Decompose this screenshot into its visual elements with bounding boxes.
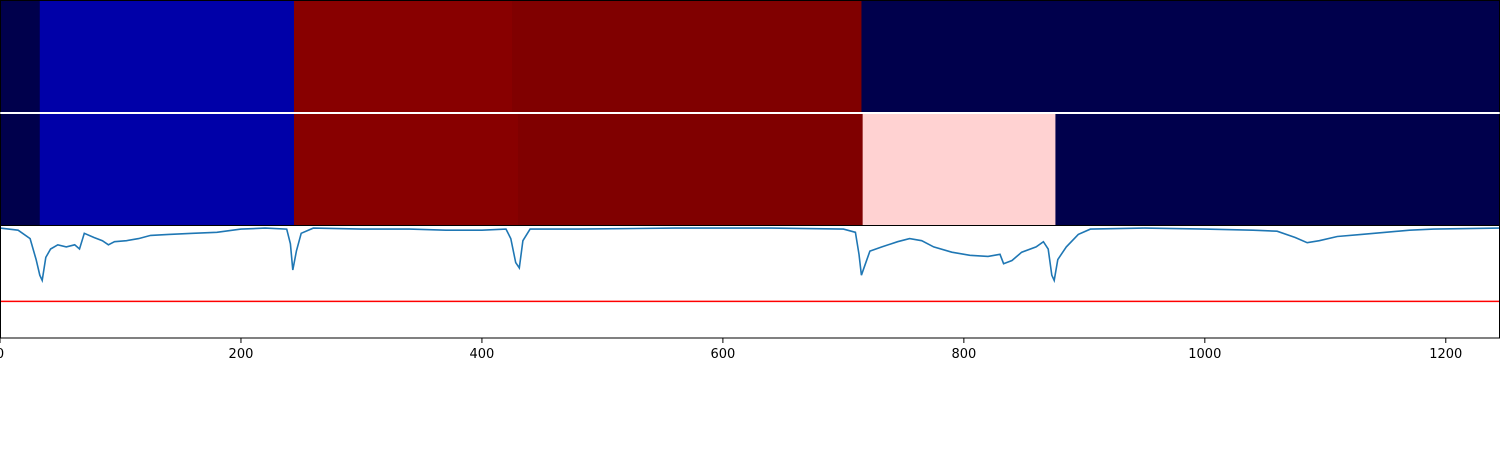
heatmap-cell-row1-seg3: [293, 1, 513, 112]
heatmap-cell-row2-seg5: [862, 114, 1057, 225]
heatmap-cell-row2-seg2: [39, 114, 295, 225]
x-tick-label: 600: [710, 347, 735, 362]
heatmap-cell-row2-seg6: [1055, 114, 1500, 225]
heatmap-cell-row2-seg1: [0, 114, 41, 225]
x-tick-label: 200: [229, 347, 254, 362]
signal-panel: [0, 227, 1500, 303]
heatmap-rows: [0, 1, 1500, 225]
x-tick-label: 800: [951, 347, 976, 362]
heatmap-cell-row2-seg4: [518, 114, 864, 225]
heatmap-cell-row1-seg5: [861, 1, 1500, 112]
x-tick-label: 400: [470, 347, 495, 362]
x-axis: 0 200 400 600 800 1000 1200: [0, 338, 1462, 362]
x-tick-label: 1200: [1429, 347, 1462, 362]
x-tick-label: 0: [0, 347, 4, 362]
heatmap-cell-row1-seg2: [39, 1, 295, 112]
signal-line: [0, 227, 1500, 284]
heatmap-cell-row1-seg4: [512, 1, 863, 112]
heatmap-cell-row1-seg1: [0, 1, 41, 112]
heatmap-cell-row2-seg3: [293, 114, 519, 225]
x-tick-label: 1000: [1188, 347, 1221, 362]
